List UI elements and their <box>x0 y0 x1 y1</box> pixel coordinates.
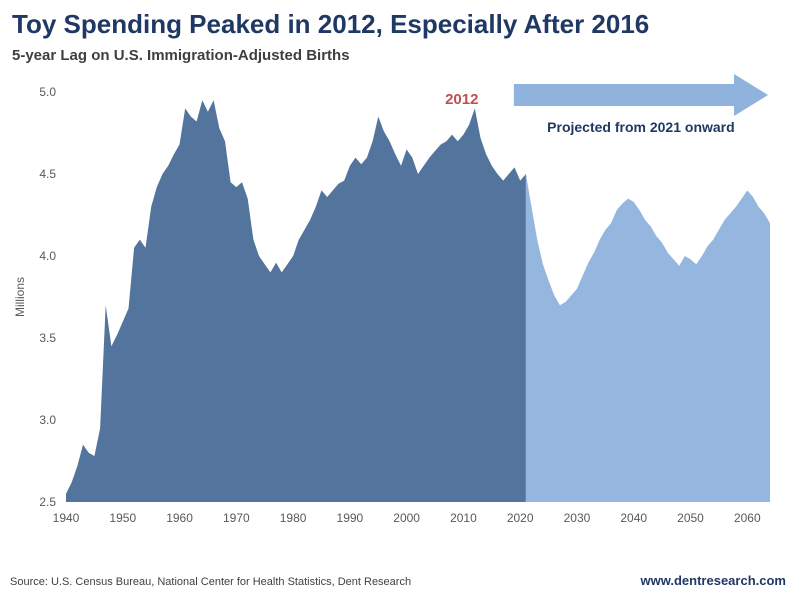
page-subtitle: 5-year Lag on U.S. Immigration-Adjusted … <box>12 46 350 64</box>
chart-area: 2.5 3.0 3.5 4.0 4.5 5.0 1940 1950 1960 1970 1980 19… <box>0 70 800 532</box>
y-axis-title: Millions <box>13 277 27 317</box>
area-historical <box>66 100 526 502</box>
x-tick-label: 1970 <box>223 511 250 525</box>
y-tick-label: 3.5 <box>39 331 56 345</box>
projection-arrow-head <box>734 73 768 116</box>
y-tick-label: 5.0 <box>39 85 56 99</box>
projection-label: Projected from 2021 onward <box>547 119 735 135</box>
chart-footer: Source: U.S. Census Bureau, National Cen… <box>0 573 800 600</box>
x-tick-label: 1960 <box>166 511 193 525</box>
x-tick-label: 1950 <box>109 511 136 525</box>
source-text: Source: U.S. Census Bureau, National Cen… <box>10 576 412 588</box>
y-tick-label: 4.5 <box>39 167 56 181</box>
x-tick-label: 1940 <box>53 511 80 525</box>
x-tick-label: 2030 <box>564 511 591 525</box>
y-tick-label: 4.0 <box>39 249 56 263</box>
peak-annotation: 2012 <box>445 91 478 108</box>
y-tick-label: 3.0 <box>39 413 56 427</box>
area-projected <box>525 173 770 502</box>
x-tick-label: 1990 <box>337 511 364 525</box>
chart-header: Toy Spending Peaked in 2012, Especially … <box>0 0 800 64</box>
chart-svg: 2.5 3.0 3.5 4.0 4.5 5.0 1940 1950 1960 1970 1980 19… <box>13 73 770 525</box>
x-tick-label: 1980 <box>280 511 307 525</box>
page-title: Toy Spending Peaked in 2012, Especially … <box>12 9 650 39</box>
x-tick-label: 2010 <box>450 511 477 525</box>
x-tick-label: 2040 <box>620 511 647 525</box>
x-tick-label: 2050 <box>677 511 704 525</box>
website-link[interactable]: www.dentresearch.com <box>640 573 786 588</box>
x-tick-label: 2000 <box>393 511 420 525</box>
y-tick-label: 2.5 <box>39 495 56 509</box>
x-tick-label: 2020 <box>507 511 534 525</box>
projection-arrow-body <box>513 83 734 106</box>
x-tick-label: 2060 <box>734 511 761 525</box>
